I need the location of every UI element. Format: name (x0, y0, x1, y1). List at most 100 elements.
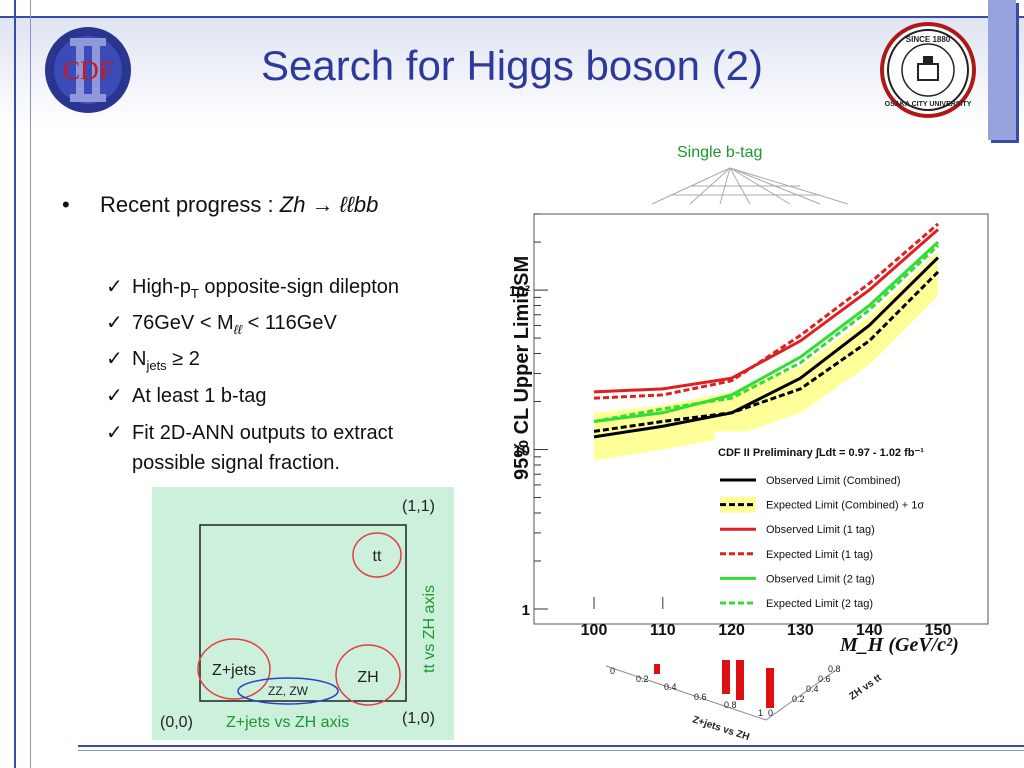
check-item: ✓ High-pT opposite-sign dilepton (106, 274, 399, 301)
corner-11-label: (1,1) (402, 498, 435, 515)
lego-tick: 1 (758, 708, 763, 718)
series-line-0 (593, 256, 940, 439)
zh-label: ZH (357, 669, 378, 686)
item-text: possible signal fraction. (132, 452, 340, 474)
bottom-rule (78, 745, 1024, 747)
lego-tick: 0.2 (636, 674, 649, 684)
header-band (0, 18, 1024, 128)
y-tick-label: 1 (522, 602, 530, 619)
seal-ring-text: OSAKA CITY UNIVERSITY (885, 101, 972, 108)
lego-tick: 0.8 (724, 700, 737, 710)
x-tick-label: 100 (581, 622, 608, 639)
item-text: At least 1 b-tag (132, 385, 267, 407)
corner-00-label: (0,0) (160, 714, 193, 731)
lego-tick: 0.6 (818, 674, 831, 684)
x-tick-label: 140 (856, 622, 883, 639)
cdf-logo-text: CDF (63, 56, 114, 85)
corner-bar (988, 0, 1016, 140)
check-icon: ✓ (106, 385, 123, 407)
lego-tick: 0.6 (694, 692, 707, 702)
cdf-logo: CDF (45, 27, 131, 113)
lego-tick: 0.2 (792, 694, 805, 704)
zjets-label: Z+jets (212, 662, 256, 679)
ann-square (199, 524, 407, 702)
legend-entry-4: Observed Limit (2 tag) (766, 573, 875, 585)
university-seal: SINCE 1880 OSAKA CITY UNIVERSITY (880, 22, 976, 118)
check-item: ✓ At least 1 b-tag (106, 383, 267, 408)
tt-label: tt (373, 548, 382, 565)
top-rule (0, 16, 1024, 18)
legend-entry-3: Expected Limit (1 tag) (766, 549, 873, 561)
bullet-formula: Zh → ℓℓbb (279, 192, 379, 217)
seal-top-text: SINCE 1880 (906, 35, 951, 44)
check-icon: ✓ (106, 422, 123, 444)
zh-ellipse (335, 644, 401, 706)
check-item: ✓ 76GeV < Mℓℓ < 116GeV (106, 310, 337, 337)
check-icon: ✓ (106, 312, 123, 334)
y-tick-labels: 1 10 10² (510, 283, 530, 619)
lego-bar (736, 660, 744, 700)
item-text: High-p (132, 276, 191, 298)
y-tick-label: 10 (513, 443, 530, 460)
item-text: 76GeV < M (132, 312, 234, 334)
legend: Observed Limit (Combined) Expected Limit … (720, 475, 924, 610)
zzzw-ellipse (237, 677, 339, 705)
legend-box (714, 431, 978, 615)
x-tick-label: 150 (925, 622, 952, 639)
lego-tick: 0.4 (806, 684, 819, 694)
check-item: ✓ Fit 2D-ANN outputs to extract (106, 420, 393, 445)
item-text: Fit 2D-ANN outputs to extract (132, 422, 394, 444)
lego-tick: 0.8 (828, 664, 841, 674)
series-line-5 (593, 244, 940, 423)
item-sub: jets (146, 358, 167, 373)
check-icon: ✓ (106, 348, 123, 370)
y-tick-label: 10² (510, 283, 530, 300)
ann-diagram: tt Z+jets ZH ZZ, ZW (1,1) (0,0) (1,0) Z+… (152, 487, 454, 740)
plot-annotation: CDF II Preliminary ∫Ldt = 0.97 - 1.02 fb… (718, 447, 924, 459)
tt-ellipse (352, 532, 402, 578)
lego-bar (654, 664, 660, 674)
ann-diagram-svg: tt Z+jets ZH ZZ, ZW (1,1) (0,0) (1,0) Z+… (160, 498, 438, 731)
lego-y-axis-label: ZH vs tt (847, 672, 884, 702)
slide-title: Search for Higgs boson (2) (261, 42, 763, 89)
x-tick-label: 130 (787, 622, 814, 639)
bullet-recent-progress: • Recent progress : Zh → ℓℓbb (62, 192, 378, 218)
item-text: N (132, 348, 147, 370)
bottom-rule-thin (78, 750, 1024, 751)
lego-bar (722, 660, 730, 694)
lego-bottom-frame: 0 0.2 0.4 0.6 0.8 1 0 0.2 0.4 0.6 0.8 Z+… (605, 660, 884, 740)
bullet-prefix: Recent progress : (100, 192, 280, 217)
zjets-ellipse (197, 638, 271, 700)
series-line-4 (593, 240, 940, 423)
diagram-x-axis-label: Z+jets vs ZH axis (226, 714, 349, 731)
legend-entry-5: Expected Limit (2 tag) (766, 598, 873, 610)
x-axis-label: M_H (GeV/c²) (840, 634, 959, 656)
item-rest: ≥ 2 (166, 348, 200, 370)
single-btag-label: Single b-tag (677, 144, 763, 161)
lego-x-axis-label: Z+jets vs ZH (691, 714, 751, 740)
left-rule (14, 0, 16, 768)
x-tick-label: 110 (650, 622, 676, 639)
lego-tick: 0 (768, 708, 773, 718)
check-item-continuation: possible signal fraction. (132, 452, 340, 475)
left-rule-thin (30, 0, 31, 768)
check-icon: ✓ (106, 276, 123, 298)
item-rest: opposite-sign dilepton (198, 276, 400, 298)
series-line-2 (593, 228, 939, 394)
x-tick-label: 120 (718, 622, 745, 639)
legend-entry-0: Observed Limit (Combined) (766, 475, 901, 487)
y-axis-label: 95% CL Upper Limit/SM (511, 256, 533, 480)
check-item: ✓ Njets ≥ 2 (106, 346, 200, 373)
corner-10-label: (1,0) (402, 710, 435, 727)
diagram-y-axis-label: tt vs ZH axis (421, 585, 438, 673)
lego-top-frame (651, 167, 849, 205)
bullet-dot: • (62, 192, 70, 217)
item-rest: < 116GeV (242, 312, 337, 334)
zzzw-label: ZZ, ZW (268, 684, 309, 698)
series-line-1 (593, 270, 940, 433)
lego-tick: 0 (610, 666, 615, 676)
legend-entry-1: Expected Limit (Combined) + 1σ (766, 500, 924, 512)
lego-bar (766, 668, 774, 708)
series-line-3 (593, 222, 939, 400)
